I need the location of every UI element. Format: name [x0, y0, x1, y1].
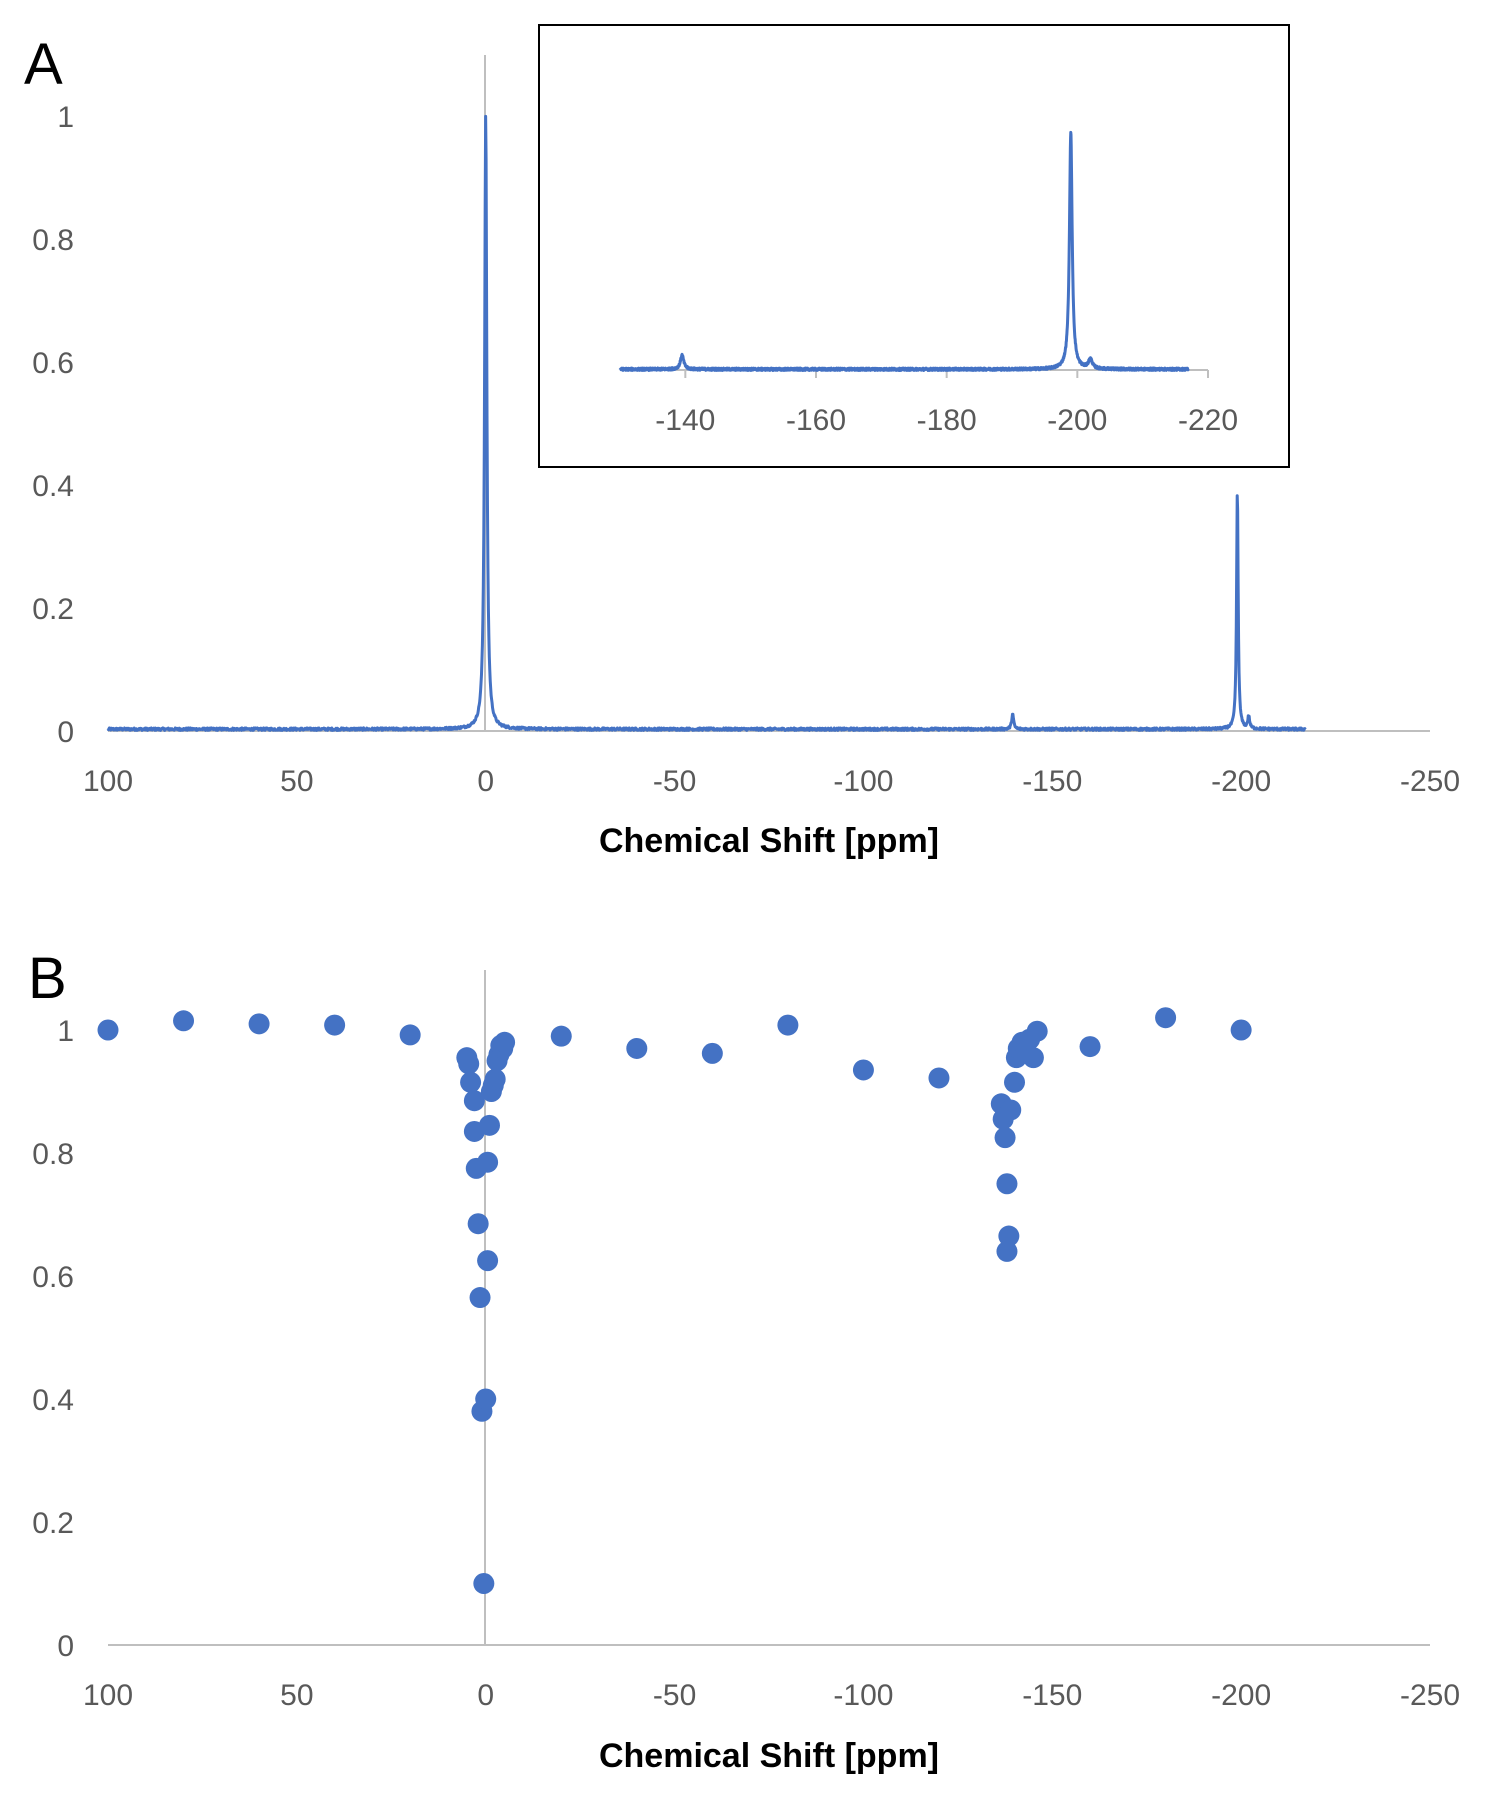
- panel-a-x-axis-title: Chemical Shift [ppm]: [599, 822, 939, 860]
- scatter-point: [463, 1090, 485, 1112]
- panel-b: B 100 50 0 -50 -100 -150 -200 -250 0 0.2 0.4 0.6 0.…: [28, 946, 1460, 1775]
- panel-b-x-tick-label: -150: [1022, 1679, 1082, 1712]
- panel-b-x-axis-title: Chemical Shift [ppm]: [599, 1737, 939, 1775]
- panel-a-y-tick-label: 0.8: [32, 224, 74, 257]
- scatter-point: [852, 1059, 874, 1081]
- scatter-point: [1079, 1036, 1101, 1058]
- panel-a-x-tick-label: -250: [1400, 765, 1460, 798]
- scatter-point: [994, 1127, 1016, 1149]
- scatter-point: [996, 1173, 1018, 1195]
- inset-frame: [538, 24, 1290, 468]
- panel-b-y-tick-labels: 0 0.2 0.4 0.6 0.8 1: [32, 1015, 74, 1663]
- scatter-point: [458, 1053, 480, 1075]
- inset-x-tick-label: -160: [786, 404, 846, 437]
- scatter-point: [173, 1010, 195, 1032]
- scatter-point: [477, 1250, 499, 1272]
- scatter-point: [467, 1213, 489, 1235]
- panel-b-x-tick-labels: 100 50 0 -50 -100 -150 -200 -250: [83, 1679, 1460, 1712]
- panel-a: A 100 50 0 -50 -100 -150 -200 -250 0 0.2 0.4 0.6 0.…: [24, 24, 1460, 860]
- panel-b-scatter-points: [97, 1007, 1252, 1594]
- panel-b-y-tick-label: 0.2: [32, 1507, 74, 1540]
- scatter-point: [469, 1287, 491, 1309]
- inset-x-tick-label: -200: [1047, 404, 1107, 437]
- scatter-point: [478, 1114, 500, 1136]
- scatter-point: [473, 1573, 495, 1594]
- scatter-point: [324, 1014, 346, 1036]
- panel-a-inset: -140 -160 -180 -200 -220: [538, 24, 1290, 468]
- panel-a-x-tick-label: 0: [477, 765, 494, 798]
- panel-a-label: A: [24, 32, 63, 97]
- scatter-point: [399, 1024, 421, 1046]
- scatter-point: [550, 1025, 572, 1047]
- inset-spectrum-line: [618, 130, 1190, 372]
- inset-x-tick-labels: -140 -160 -180 -200 -220: [655, 370, 1238, 437]
- panel-a-x-tick-label: -150: [1022, 765, 1082, 798]
- scatter-point: [460, 1071, 482, 1093]
- scatter-point: [477, 1151, 499, 1173]
- panel-b-x-tick-label: -100: [833, 1679, 893, 1712]
- scatter-point: [996, 1240, 1018, 1262]
- panel-a-y-tick-label: 1: [57, 101, 74, 134]
- panel-a-spectrum-line: [106, 114, 1307, 732]
- inset-x-tick-label: -140: [655, 404, 715, 437]
- inset-x-tick-label: -220: [1178, 404, 1238, 437]
- panel-a-x-tick-labels: 100 50 0 -50 -100 -150 -200 -250: [83, 765, 1460, 798]
- panel-a-x-tick-label: -100: [833, 765, 893, 798]
- panel-a-x-tick-label: -200: [1211, 765, 1271, 798]
- scatter-point: [1155, 1007, 1177, 1029]
- panel-a-y-tick-label: 0.6: [32, 347, 74, 380]
- scatter-point: [701, 1042, 723, 1064]
- scatter-point: [1000, 1099, 1022, 1121]
- scatter-point: [777, 1014, 799, 1036]
- scatter-point: [484, 1068, 506, 1090]
- scatter-point: [248, 1013, 270, 1035]
- scatter-point: [1230, 1019, 1252, 1041]
- scatter-point: [475, 1388, 497, 1410]
- panel-b-y-tick-label: 1: [57, 1015, 74, 1048]
- panel-b-x-tick-label: -250: [1400, 1679, 1460, 1712]
- panel-b-x-tick-label: 100: [83, 1679, 133, 1712]
- panel-a-x-tick-label: 50: [280, 765, 313, 798]
- panel-b-y-tick-label: 0.8: [32, 1138, 74, 1171]
- panel-b-label: B: [28, 946, 67, 1011]
- panel-a-x-tick-label: -50: [653, 765, 696, 798]
- scatter-point: [1004, 1071, 1026, 1093]
- panel-a-y-tick-labels: 0 0.2 0.4 0.6 0.8 1: [32, 101, 74, 749]
- panel-b-y-tick-label: 0.4: [32, 1384, 74, 1417]
- scatter-point: [998, 1225, 1020, 1247]
- scatter-point: [97, 1019, 119, 1041]
- panel-a-x-tick-label: 100: [83, 765, 133, 798]
- panel-b-y-tick-label: 0: [57, 1630, 74, 1663]
- scatter-point: [1022, 1047, 1044, 1069]
- panel-a-y-tick-label: 0: [57, 716, 74, 749]
- inset-x-tick-label: -180: [917, 404, 977, 437]
- scatter-point: [494, 1031, 516, 1053]
- panel-b-x-tick-label: -50: [653, 1679, 696, 1712]
- scatter-point: [1026, 1020, 1048, 1042]
- panel-a-y-tick-label: 0.4: [32, 470, 74, 503]
- panel-b-x-tick-label: -200: [1211, 1679, 1271, 1712]
- scatter-point: [928, 1067, 950, 1089]
- panel-b-y-tick-label: 0.6: [32, 1261, 74, 1294]
- panel-b-x-tick-label: 50: [280, 1679, 313, 1712]
- panel-a-y-tick-label: 0.2: [32, 593, 74, 626]
- scatter-point: [626, 1037, 648, 1059]
- panel-b-x-tick-label: 0: [477, 1679, 494, 1712]
